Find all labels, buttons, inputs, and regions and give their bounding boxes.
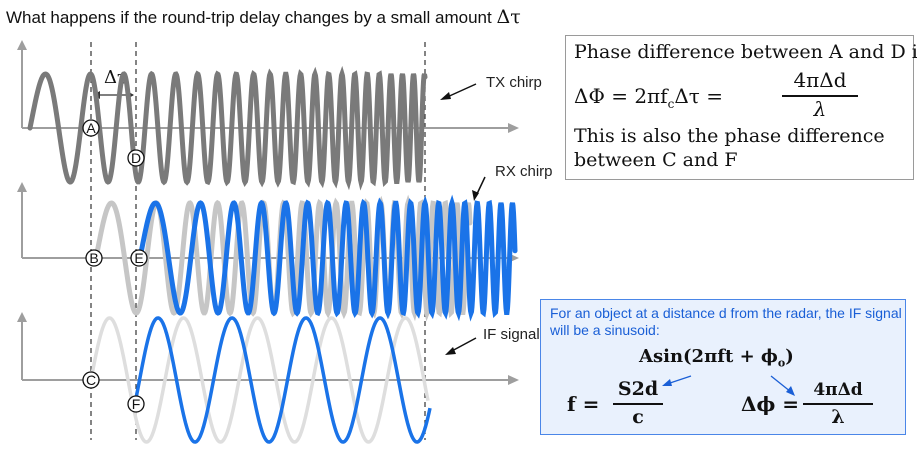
equation-sub: c (667, 97, 675, 111)
phase-line-1: Phase difference between A and D is (574, 41, 917, 63)
dphi-denominator: λ (831, 406, 845, 428)
phase-line-4: between C and F (574, 149, 738, 171)
chirp-diagram: Δτ A D B E C F (17, 40, 519, 444)
rx-chirp-wave (137, 194, 518, 322)
if-signal-box: For an object at a distance d from the r… (540, 299, 906, 435)
point-d-marker (127, 149, 145, 167)
if-signal-ghost-wave (89, 316, 430, 444)
point-e-marker (130, 249, 148, 267)
point-a-label: A (86, 120, 96, 136)
point-b-marker (85, 249, 103, 267)
if-signal-label: IF signal (483, 326, 540, 343)
sinusoid-formula: Asin(2πft + ϕo) (639, 346, 794, 370)
dphi-lhs: Δϕ = (741, 392, 800, 416)
f-numerator: S2d (617, 378, 659, 400)
f-lhs: f = (567, 392, 600, 416)
tx-chirp-wave (27, 65, 428, 191)
phase-difference-box: Phase difference between A and D is ΔΦ =… (565, 35, 917, 180)
f-denominator: c (632, 406, 644, 428)
point-f-marker (127, 395, 145, 413)
dphi-fraction-bar (803, 403, 873, 405)
point-f-label: F (132, 396, 141, 412)
phase-equation: ΔΦ = 2πfcΔτ = 4πΔd λ (574, 64, 905, 124)
subtitle-text: What happens if the round-trip delay cha… (6, 8, 492, 27)
point-e-label: E (134, 250, 143, 266)
tx-pointer-arrow (444, 83, 477, 99)
point-c-label: C (86, 372, 96, 388)
if-box-text: For an object at a distance d from the r… (550, 305, 902, 338)
point-a-marker (82, 119, 100, 137)
point-b-label: B (89, 250, 98, 266)
sinusoid-formula-end: ) (785, 346, 794, 367)
delta-tau-symbol: Δτ (496, 6, 521, 28)
if-signal-wave (134, 316, 432, 444)
rx-chirp-label: RX chirp (495, 163, 553, 180)
tx-chirp-label: TX chirp (486, 74, 542, 91)
if-pointer-arrow (449, 337, 477, 353)
equation-mid: Δτ = (674, 84, 723, 108)
equation-numerator: 4πΔd (793, 68, 847, 92)
equation-denominator: λ (813, 97, 827, 121)
sinusoid-formula-sub: o (777, 356, 786, 370)
subtitle: What happens if the round-trip delay cha… (6, 6, 521, 28)
f-fraction-bar (613, 403, 663, 405)
dphi-numerator: 4πΔd (813, 380, 863, 400)
sinusoid-formula-main: Asin(2πft + ϕ (639, 346, 778, 367)
equation-fraction-bar (782, 95, 858, 97)
phase-line-3: This is also the phase difference (574, 125, 885, 147)
equation-left: ΔΦ = 2πf (574, 84, 668, 108)
point-d-label: D (131, 150, 141, 166)
point-c-marker (82, 371, 100, 389)
if-box-arrows (662, 375, 795, 396)
